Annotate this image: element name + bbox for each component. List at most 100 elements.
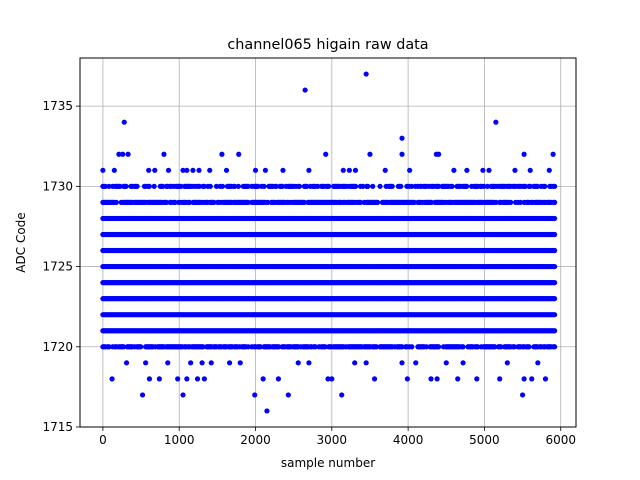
data-point <box>363 71 369 77</box>
data-point <box>125 151 131 157</box>
data-point <box>219 183 226 189</box>
data-point <box>360 183 366 189</box>
data-point <box>352 360 358 366</box>
data-point <box>260 376 266 382</box>
y-tick-label: 1720 <box>42 340 73 354</box>
data-point <box>113 199 119 205</box>
data-point <box>138 344 144 350</box>
data-point <box>497 376 503 382</box>
data-point <box>389 183 395 189</box>
data-point <box>504 360 510 366</box>
data-point <box>552 280 558 286</box>
data-point <box>377 183 383 189</box>
data-point <box>423 344 430 350</box>
data-point <box>399 344 405 350</box>
data-point <box>436 183 442 189</box>
x-tick-label: 4000 <box>393 433 424 447</box>
data-point <box>257 344 263 350</box>
data-point <box>236 151 242 157</box>
data-point <box>296 183 303 189</box>
data-point <box>535 360 541 366</box>
y-tick-label: 1715 <box>42 420 73 434</box>
y-tick-label: 1730 <box>42 179 73 193</box>
data-point <box>207 183 213 189</box>
data-point <box>252 392 258 398</box>
x-tick-label: 0 <box>99 433 107 447</box>
data-point <box>407 167 413 173</box>
data-point <box>134 183 140 189</box>
data-point <box>428 199 434 205</box>
data-point <box>180 392 186 398</box>
data-point <box>285 392 291 398</box>
data-point <box>262 167 269 173</box>
data-point <box>346 167 352 173</box>
grid <box>80 58 576 428</box>
data-point <box>542 183 548 189</box>
data-point <box>492 344 498 350</box>
data-point <box>522 183 528 189</box>
data-point <box>116 151 122 157</box>
data-point <box>399 135 405 141</box>
data-point <box>304 183 310 189</box>
data-point <box>436 344 442 350</box>
data-point <box>370 183 376 189</box>
data-point <box>226 360 233 366</box>
data-point <box>265 199 271 205</box>
data-point <box>451 167 457 173</box>
data-point <box>255 183 261 189</box>
data-point <box>357 199 364 205</box>
data-point <box>526 344 532 350</box>
data-point <box>190 167 196 173</box>
data-point <box>498 344 504 350</box>
data-point <box>273 183 279 189</box>
data-point <box>200 344 206 350</box>
data-point <box>480 167 486 173</box>
data-point <box>245 183 251 189</box>
data-point <box>552 296 558 302</box>
data-point <box>329 376 335 382</box>
x-tick-label: 3000 <box>317 433 348 447</box>
axis-ticks: 0 1000 2000 3000 4000 5000 6000 1715 1720 1725 173… <box>42 99 576 447</box>
data-point <box>111 167 117 173</box>
data-point <box>434 376 440 382</box>
data-point <box>411 199 417 205</box>
data-point <box>399 151 405 157</box>
data-point <box>552 312 558 318</box>
data-points <box>100 71 558 414</box>
data-point <box>275 376 281 382</box>
data-point <box>178 183 184 189</box>
data-point <box>325 376 331 382</box>
data-point <box>511 344 517 350</box>
data-point <box>188 360 194 366</box>
data-point <box>123 360 130 366</box>
data-point <box>121 119 127 125</box>
x-tick-label: 1000 <box>164 433 195 447</box>
data-point <box>252 167 259 173</box>
data-point <box>106 344 112 350</box>
data-point <box>455 376 461 382</box>
data-point <box>464 183 470 189</box>
data-point <box>326 183 332 189</box>
data-point <box>245 344 251 350</box>
data-point <box>552 328 558 334</box>
y-axis-label: ADC Code <box>14 212 28 272</box>
data-point <box>371 376 378 382</box>
data-point <box>382 167 388 173</box>
data-point <box>322 344 328 350</box>
data-point <box>180 167 186 173</box>
data-point <box>475 344 481 350</box>
data-point <box>474 376 480 382</box>
data-point <box>161 151 167 157</box>
data-point <box>146 183 152 189</box>
data-point <box>436 151 442 157</box>
data-point <box>428 376 434 382</box>
data-point <box>546 167 552 173</box>
data-point <box>312 344 318 350</box>
data-point <box>519 392 526 398</box>
data-point <box>521 151 527 157</box>
data-point <box>237 360 243 366</box>
data-point <box>186 199 193 205</box>
data-point <box>306 167 312 173</box>
data-point <box>106 183 112 189</box>
